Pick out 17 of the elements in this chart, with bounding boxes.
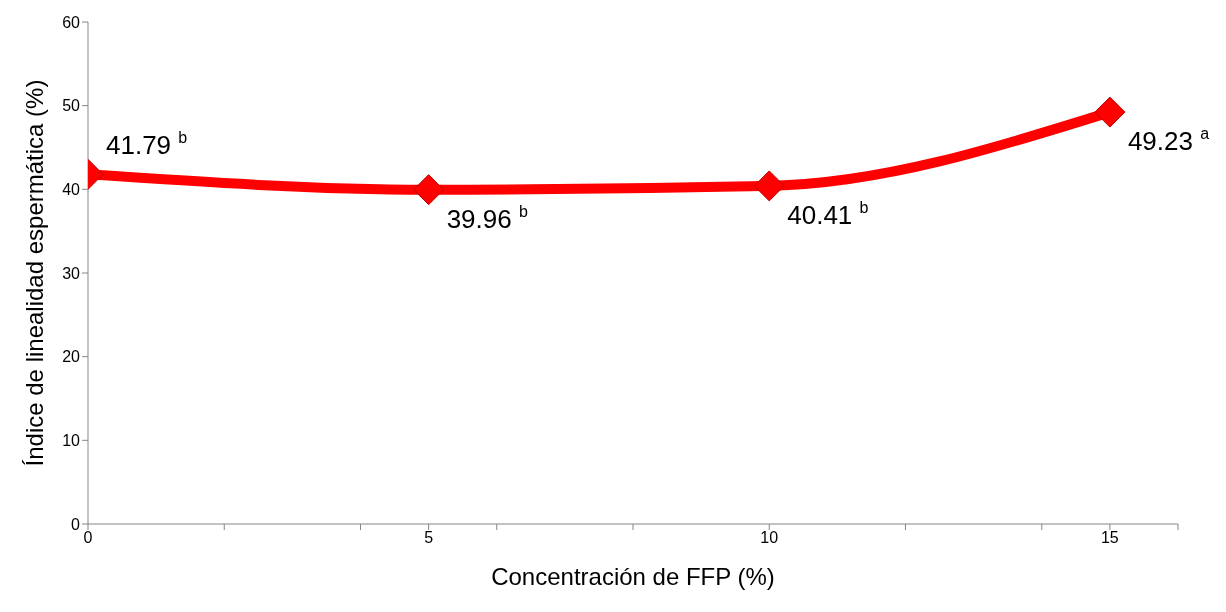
y-tick-label: 30 — [62, 264, 81, 282]
x-tick-label: 5 — [424, 529, 434, 547]
x-tick-label: 10 — [760, 529, 779, 547]
y-tick-label: 60 — [62, 13, 81, 31]
x-axis-title: Concentración de FFP (%) — [491, 563, 775, 591]
x-tick-label: 0 — [83, 529, 93, 547]
y-tick-label: 0 — [71, 515, 81, 533]
y-axis-title: Índice de linealidad espermática (%) — [20, 79, 48, 467]
data-label: 39.96 $^{b}$ — [446, 202, 528, 234]
data-label: 40.41 $^{b}$ — [787, 198, 869, 230]
data-label: 41.79 $^{b}$ — [106, 129, 188, 161]
data-label: 49.23 $^{a}$ — [1127, 124, 1210, 157]
y-tick-label: 50 — [62, 97, 81, 115]
x-tick-label: 15 — [1100, 529, 1119, 547]
y-tick-label: 40 — [62, 181, 81, 199]
y-tick-label: 20 — [62, 348, 81, 366]
y-tick-label: 10 — [62, 432, 81, 450]
